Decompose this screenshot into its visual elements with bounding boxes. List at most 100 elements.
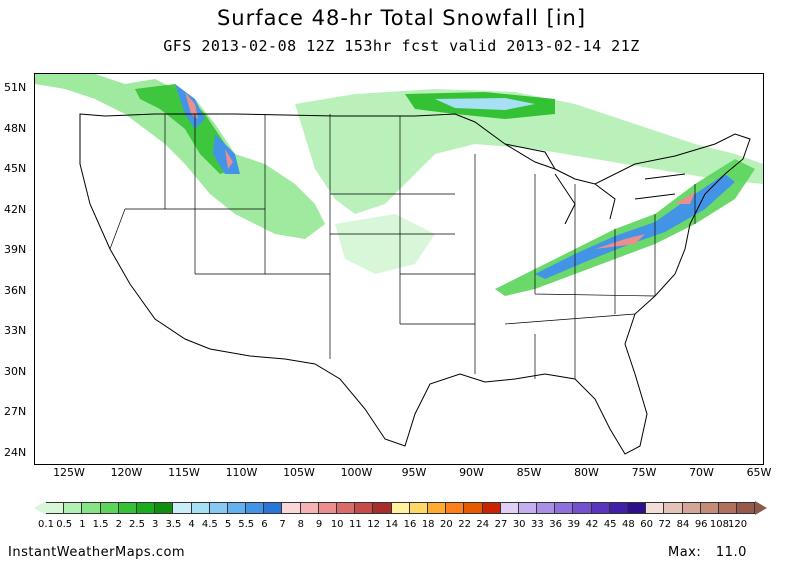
- legend-tick: 0.5: [56, 519, 73, 530]
- legend-tick: 1: [79, 519, 86, 530]
- legend-colorbar: [34, 501, 768, 515]
- lat-label: 45N: [4, 162, 27, 175]
- legend-swatch: [355, 502, 374, 514]
- legend-swatch: [646, 502, 665, 514]
- legend-swatch: [246, 502, 265, 514]
- legend-tick: 22: [458, 519, 471, 530]
- legend-swatch: [555, 502, 574, 514]
- lat-label: 30N: [4, 364, 27, 378]
- legend-swatch: [227, 502, 247, 514]
- state-lines: [109, 114, 696, 379]
- legend-swatch: [300, 502, 319, 514]
- legend-tick: 45: [603, 519, 617, 530]
- lon-label: 80W: [574, 466, 599, 479]
- snow-blue-plains: [435, 98, 535, 110]
- lat-label: 27N: [4, 405, 27, 418]
- boundaries: [79, 113, 751, 455]
- legend-tick: 120: [728, 519, 748, 530]
- lon-label: 85W: [516, 466, 542, 479]
- legend-tick: 4.5: [201, 519, 218, 530]
- legend-swatch: [718, 502, 738, 514]
- snow-band-northwest: [35, 74, 325, 239]
- legend-tick: 60: [640, 519, 653, 530]
- lat-label: 39N: [4, 243, 27, 256]
- legend-tick: 14: [385, 519, 399, 530]
- legend-swatch: [82, 502, 101, 514]
- legend-tick: 12: [367, 519, 380, 530]
- legend-swatch: [464, 502, 483, 514]
- legend-swatch: [391, 502, 410, 514]
- lat-label: 36N: [4, 283, 27, 297]
- legend-swatch: [664, 502, 683, 514]
- legend-tick: 27: [494, 519, 508, 530]
- lat-label: 51N: [4, 81, 27, 94]
- legend-swatch: [737, 502, 756, 514]
- legend-swatch: [118, 502, 137, 514]
- legend-tick: 33: [531, 519, 544, 530]
- lat-label: 42N: [4, 202, 27, 216]
- legend-swatch: [136, 502, 156, 514]
- legend-tick: 18: [421, 519, 435, 530]
- snowfall-shading: [35, 74, 763, 296]
- legend-swatch: [209, 502, 228, 514]
- legend-tick: 96: [694, 519, 708, 530]
- legend-tick: 11: [349, 519, 362, 530]
- legend-swatch: [573, 502, 592, 514]
- lat-label: 48N: [4, 121, 27, 135]
- legend-swatch: [155, 502, 174, 514]
- legend-tick: 5.5: [238, 519, 255, 530]
- lat-label: 24N: [4, 445, 27, 459]
- lon-label: 105W: [283, 466, 315, 479]
- lon-label: 65W: [746, 466, 772, 479]
- snow-band-plains: [295, 89, 763, 214]
- lon-label: 100W: [340, 466, 373, 479]
- legend-tick: 9: [315, 519, 323, 530]
- legend-swatch: [191, 502, 210, 514]
- legend-tick: 108: [709, 519, 729, 530]
- legend-swatch: [628, 502, 647, 514]
- legend-tick: 20: [440, 519, 453, 530]
- max-value-readout: Max: 11.0: [668, 545, 747, 560]
- legend-swatch: [64, 502, 83, 514]
- lon-label: 120W: [110, 466, 143, 479]
- legend-swatch: [46, 502, 65, 514]
- snow-blue-east: [535, 174, 735, 279]
- legend-swatch: [446, 502, 465, 514]
- legend-swatch: [518, 502, 538, 514]
- legend-tick: 0.1: [38, 519, 54, 530]
- legend-tick: 16: [403, 519, 417, 530]
- lon-label: 115W: [168, 466, 200, 479]
- legend-tick: 39: [567, 519, 581, 530]
- legend-left-arrow: [34, 501, 46, 515]
- legend-tick: 48: [622, 519, 635, 530]
- legend-tick: 84: [676, 519, 690, 530]
- legend-tick: 30: [512, 519, 526, 530]
- legend-swatch: [591, 502, 610, 514]
- lon-label: 70W: [689, 466, 714, 479]
- lon-label: 90W: [459, 466, 484, 479]
- site-credit: InstantWeatherMaps.com: [8, 545, 186, 560]
- legend-tick: 3.5: [165, 519, 182, 530]
- legend-tick: 8: [297, 519, 304, 530]
- legend-tick: 4: [188, 519, 195, 530]
- lon-label: 110W: [225, 466, 258, 479]
- legend-tick: 72: [658, 519, 672, 530]
- legend-tick: 6: [261, 519, 268, 530]
- map-title: Surface 48-hr Total Snowfall [in]: [216, 6, 587, 30]
- max-value: 11.0: [715, 545, 747, 560]
- legend-tick: 10: [330, 519, 344, 530]
- snow-band-east: [495, 159, 755, 296]
- lon-label: 125W: [53, 466, 85, 479]
- legend-swatch: [373, 502, 392, 514]
- legend-tick: 36: [549, 519, 562, 530]
- legend-tick: 2.5: [129, 519, 145, 530]
- snow-core-northwest: [135, 84, 235, 174]
- legend-tick: 7: [279, 519, 286, 530]
- great-lakes: [504, 143, 686, 225]
- legend-swatch: [173, 502, 192, 514]
- legend-swatch: [282, 502, 301, 514]
- lon-label: 75W: [631, 466, 657, 479]
- legend-right-arrow: [755, 501, 768, 515]
- legend-swatch: [500, 502, 519, 514]
- snow-light-central: [335, 214, 435, 274]
